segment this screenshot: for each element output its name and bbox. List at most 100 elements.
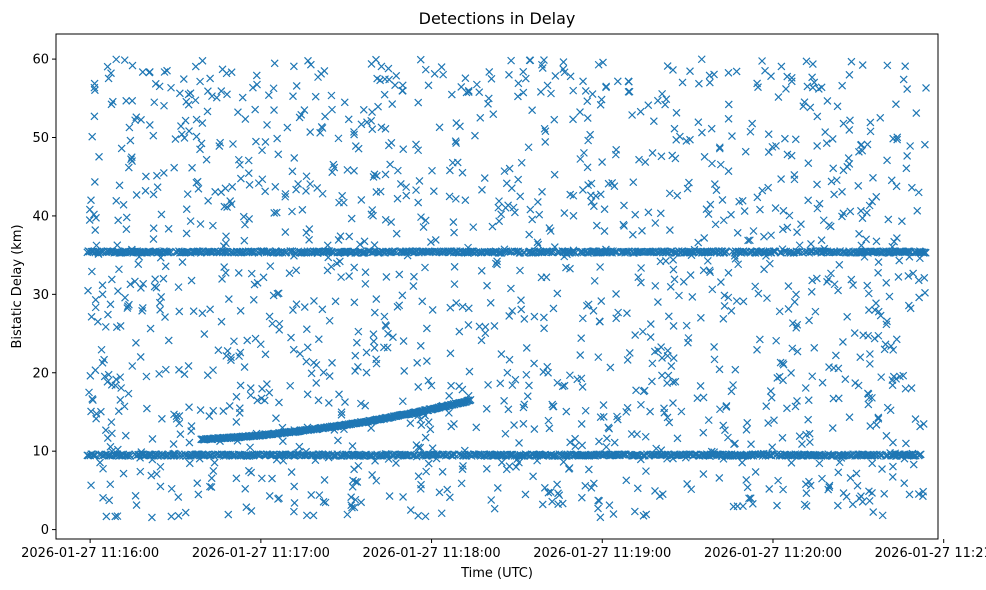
data-point: [179, 75, 188, 83]
data-point: [275, 319, 284, 328]
data-point: [742, 425, 751, 434]
data-point: [624, 77, 633, 86]
data-point: [459, 461, 467, 470]
data-point: [369, 337, 378, 346]
data-point: [265, 491, 274, 500]
data-point: [602, 434, 611, 443]
data-point: [98, 358, 107, 367]
data-point: [857, 206, 865, 215]
data-point: [900, 479, 909, 488]
data-point: [780, 134, 789, 143]
data-point: [559, 58, 568, 67]
data-point: [279, 456, 288, 465]
data-point: [549, 402, 557, 411]
data-point: [357, 120, 366, 129]
data-point: [248, 83, 257, 92]
data-point: [91, 226, 100, 235]
data-point: [784, 305, 793, 313]
data-point: [232, 417, 241, 426]
data-point: [219, 407, 228, 415]
data-point: [99, 493, 107, 502]
data-point: [203, 107, 212, 116]
data-point: [790, 171, 799, 179]
data-point: [566, 438, 575, 447]
data-point: [670, 275, 679, 284]
data-point: [177, 122, 185, 131]
data-point: [631, 331, 640, 339]
data-point: [149, 131, 158, 140]
data-point: [637, 400, 645, 409]
data-point: [451, 194, 460, 203]
data-point: [196, 77, 204, 86]
data-point: [196, 406, 205, 414]
data-point: [464, 321, 473, 329]
data-point: [456, 247, 465, 256]
data-point: [666, 282, 675, 291]
data-point: [192, 178, 201, 187]
data-point: [708, 159, 716, 168]
data-point: [112, 196, 121, 205]
data-point: [651, 219, 660, 227]
data-point: [371, 456, 379, 465]
data-point: [164, 336, 173, 345]
data-point: [865, 359, 874, 368]
data-point: [671, 154, 680, 163]
data-point: [222, 351, 231, 360]
data-point: [145, 121, 154, 129]
data-point: [792, 290, 800, 299]
data-point: [149, 235, 158, 243]
data-point: [426, 425, 435, 434]
data-point: [845, 70, 854, 79]
data-point: [893, 135, 902, 144]
data-point: [724, 268, 733, 277]
data-point: [522, 343, 531, 352]
data-point: [496, 379, 505, 388]
data-point: [888, 381, 897, 390]
data-point: [464, 304, 473, 313]
data-point: [203, 87, 212, 96]
data-point: [347, 493, 356, 502]
data-point: [581, 87, 590, 95]
data-point: [770, 247, 779, 256]
data-point: [808, 276, 817, 285]
data-point: [672, 108, 681, 117]
data-point: [376, 187, 385, 196]
data-point: [87, 196, 95, 205]
data-point: [87, 481, 95, 490]
data-point: [392, 71, 401, 80]
data-point: [175, 412, 184, 420]
data-point: [165, 248, 173, 257]
data-point: [837, 453, 846, 462]
data-point: [716, 278, 725, 286]
data-point: [772, 336, 781, 345]
data-point: [438, 467, 447, 476]
data-point: [242, 503, 251, 512]
data-point: [187, 276, 196, 285]
y-tick-label: 40: [32, 209, 49, 224]
data-point: [819, 216, 828, 225]
data-point: [855, 229, 863, 238]
data-point: [504, 405, 513, 414]
data-point: [880, 489, 889, 498]
data-point: [599, 412, 608, 421]
data-point: [290, 498, 299, 507]
data-point: [367, 424, 376, 433]
data-point: [787, 458, 796, 467]
data-point: [126, 280, 135, 289]
data-point: [589, 479, 598, 488]
data-point: [368, 108, 377, 116]
data-point: [583, 97, 592, 106]
data-point: [350, 166, 358, 175]
data-point: [609, 510, 618, 519]
data-point: [142, 404, 151, 413]
data-point: [865, 393, 874, 402]
data-point: [178, 258, 187, 267]
data-point: [629, 178, 638, 187]
data-point: [209, 406, 218, 415]
data-point: [428, 444, 437, 453]
data-point: [748, 119, 757, 128]
data-point: [857, 140, 866, 149]
data-point: [847, 275, 856, 284]
data-point: [480, 174, 489, 183]
data-point: [823, 277, 831, 286]
